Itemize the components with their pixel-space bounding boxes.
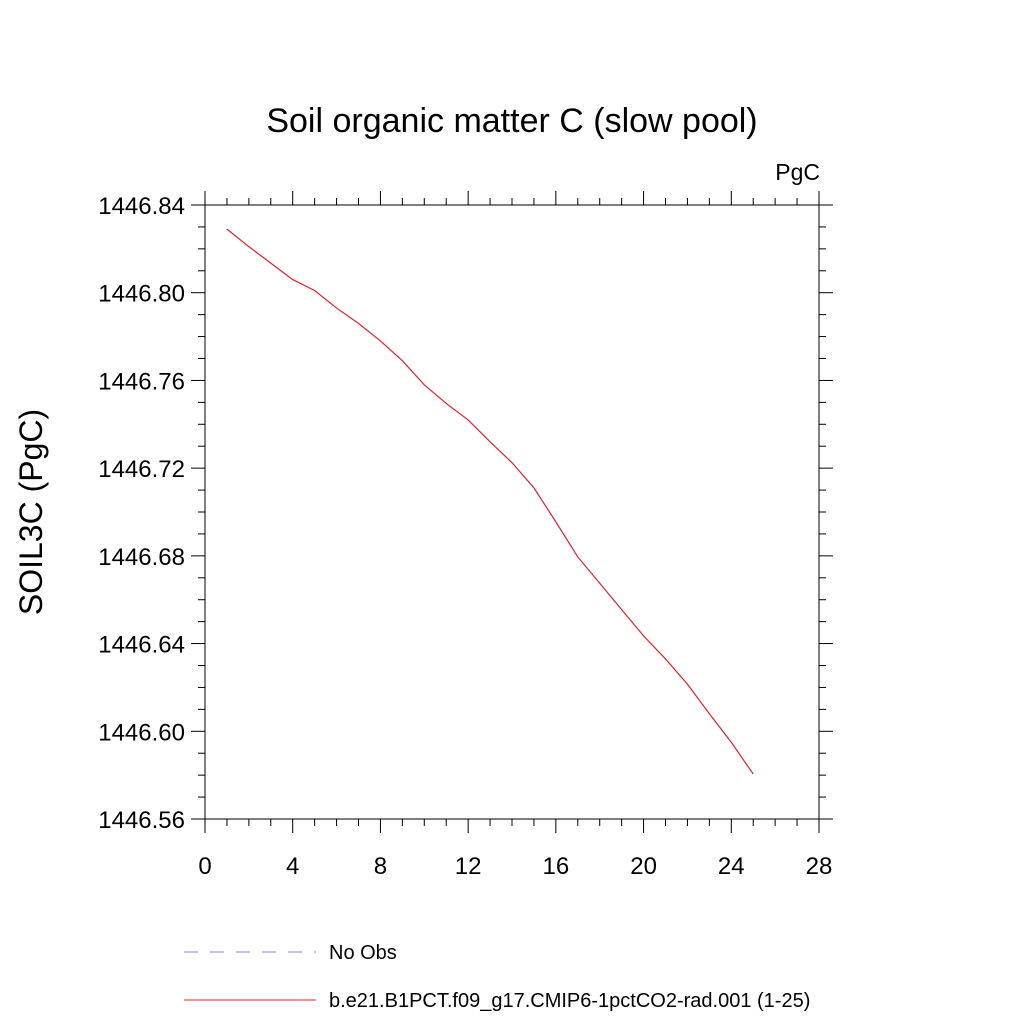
chart-title: Soil organic matter C (slow pool) bbox=[266, 102, 757, 140]
x-tick-label: 16 bbox=[543, 853, 570, 880]
x-tick-label: 0 bbox=[198, 853, 211, 880]
legend: No Obs b.e21.B1PCT.f09_g17.CMIP6-1pctCO2-… bbox=[184, 942, 810, 1012]
y-tick-label: 1446.56 bbox=[98, 807, 185, 834]
x-tick-label: 4 bbox=[286, 853, 299, 880]
series-lines bbox=[226, 228, 754, 775]
y-tick-label: 1446.72 bbox=[98, 456, 185, 483]
y-tick-label: 1446.76 bbox=[98, 368, 185, 395]
y-tick-label: 1446.64 bbox=[98, 632, 185, 659]
plot-frame bbox=[204, 204, 820, 820]
y-tick-label: 1446.84 bbox=[98, 193, 185, 220]
x-tick-label: 20 bbox=[630, 853, 657, 880]
x-tick-label: 28 bbox=[806, 853, 833, 880]
y-tick-label: 1446.80 bbox=[98, 281, 185, 308]
y-tick-label: 1446.68 bbox=[98, 544, 185, 571]
axis-tick-labels: 0 4 8 12 16 20 24 28 1446.56 1446.60 1446.64 1446.6… bbox=[98, 193, 832, 880]
legend-label-0: No Obs bbox=[329, 942, 397, 964]
y-tick-label: 1446.60 bbox=[98, 719, 185, 746]
x-tick-label: 24 bbox=[718, 853, 745, 880]
legend-label-1: b.e21.B1PCT.f09_g17.CMIP6-1pctCO2-rad.00… bbox=[329, 990, 810, 1012]
series-line-1 bbox=[226, 228, 754, 775]
units-label: PgC bbox=[775, 159, 820, 185]
axis-ticks bbox=[191, 191, 833, 833]
x-tick-label: 12 bbox=[455, 853, 482, 880]
y-axis-label: SOIL3C (PgC) bbox=[13, 409, 49, 615]
x-tick-label: 8 bbox=[374, 853, 387, 880]
